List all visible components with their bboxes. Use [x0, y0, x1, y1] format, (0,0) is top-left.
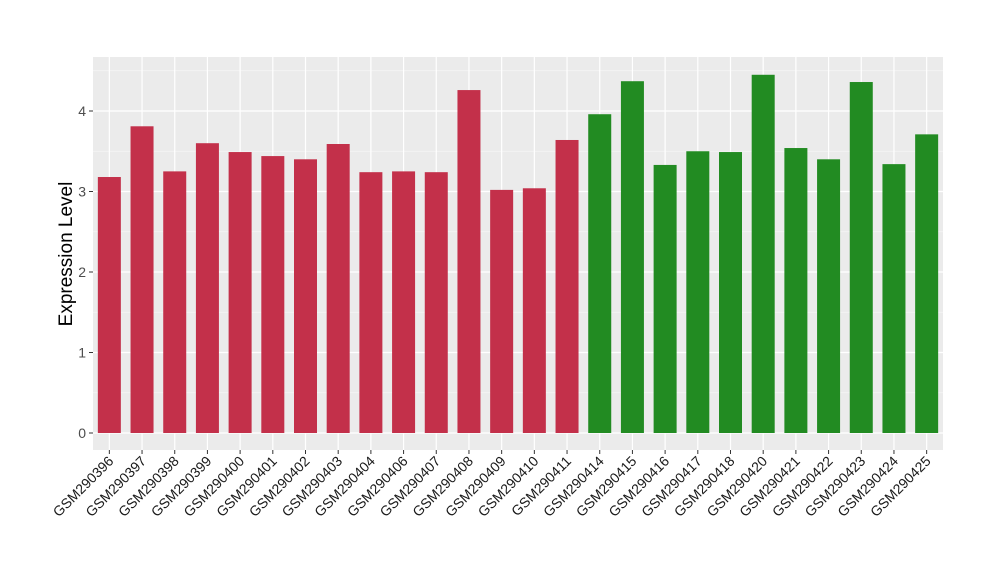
bar-GSM290423	[849, 82, 873, 434]
bar-GSM290422	[817, 159, 841, 434]
y-axis: 0 1 2 3 4	[78, 103, 93, 441]
bars	[97, 74, 939, 434]
bar-GSM290403	[326, 144, 350, 433]
bar-GSM290414	[588, 114, 612, 433]
bar-GSM290408	[457, 90, 481, 433]
bar-GSM290402	[294, 159, 317, 434]
x-axis: GSM290396GSM290397GSM290398GSM290399GSM2…	[50, 450, 934, 520]
bar-GSM290415	[620, 81, 644, 433]
bar-GSM290399	[195, 143, 219, 433]
y-tick-label: 2	[78, 264, 86, 280]
bar-GSM290420	[751, 74, 775, 434]
bar-GSM290404	[359, 172, 383, 433]
bar-GSM290406	[392, 171, 416, 433]
bar-GSM290411	[555, 139, 579, 434]
y-tick-label: 3	[78, 184, 86, 200]
y-tick-label: 1	[78, 345, 86, 361]
bar-GSM290425	[915, 134, 939, 433]
bar-GSM290397	[130, 126, 154, 434]
bar-GSM290409	[490, 189, 514, 433]
y-tick-label: 0	[78, 425, 86, 441]
bar-GSM290424	[882, 164, 906, 433]
plot-panel	[93, 57, 943, 450]
bar-GSM290407	[424, 172, 448, 433]
bar-GSM290396	[97, 177, 121, 433]
y-tick-label: 4	[78, 103, 86, 119]
bar-GSM290418	[719, 152, 742, 433]
bar-GSM290417	[686, 151, 710, 433]
bar-GSM290416	[653, 164, 677, 433]
y-axis-label: Expression Level	[56, 182, 77, 327]
bar-GSM290400	[228, 152, 252, 433]
bar-GSM290398	[163, 171, 187, 433]
bar-GSM290410	[522, 188, 546, 433]
bar-GSM290401	[261, 156, 285, 433]
bar-GSM290421	[784, 148, 808, 433]
